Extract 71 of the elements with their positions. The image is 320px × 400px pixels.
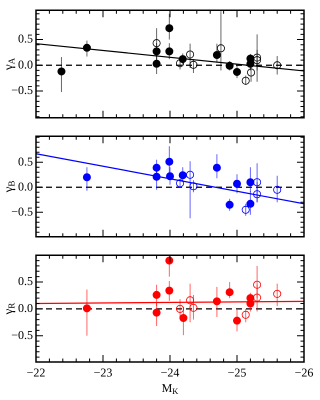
y-tick-label: 0.0 [18, 57, 33, 72]
x-tick-label: −26 [294, 365, 314, 380]
point [176, 304, 184, 313]
point [166, 172, 174, 180]
point [226, 288, 234, 296]
point [212, 297, 221, 306]
y-axis-title: γR [0, 302, 17, 316]
point [82, 304, 91, 312]
point [246, 200, 254, 208]
point [273, 186, 282, 194]
point [242, 310, 250, 319]
x-tick-label: −22 [26, 365, 46, 380]
y-tick-label: 0.0 [18, 179, 33, 194]
y-tick-label: −0.5 [11, 328, 33, 342]
x-tick-label: −25 [228, 365, 246, 380]
point [152, 39, 161, 48]
point [176, 59, 184, 68]
point [253, 294, 262, 302]
point [246, 300, 254, 308]
point [246, 178, 254, 186]
point [226, 62, 234, 70]
point [226, 200, 234, 209]
point [253, 190, 262, 198]
point [165, 158, 174, 166]
y-tick-label: 0.5 [18, 154, 33, 168]
point [233, 316, 241, 325]
point [165, 24, 174, 32]
point [186, 170, 194, 179]
point [186, 296, 194, 304]
point [216, 44, 225, 52]
point [152, 290, 161, 299]
point [152, 60, 161, 68]
y-axis-title: γB [0, 180, 17, 194]
point [189, 304, 198, 312]
y-tick-label: 0.5 [18, 32, 33, 46]
y-tick-label: 0.0 [18, 301, 33, 316]
point [176, 179, 184, 188]
point [152, 308, 161, 317]
point [189, 182, 198, 190]
point [152, 47, 161, 56]
point [233, 68, 241, 76]
y-tick-label: −0.5 [11, 204, 33, 218]
point [152, 164, 161, 172]
y-tick-label: −0.5 [11, 83, 33, 98]
point [178, 171, 187, 180]
point [57, 67, 66, 76]
y-tick-label: 0.5 [18, 274, 33, 288]
point [82, 173, 91, 182]
point [242, 76, 250, 85]
x-tick-label: −24 [160, 365, 180, 380]
y-axis-title: γA [0, 57, 17, 72]
point [253, 178, 262, 186]
point [253, 280, 262, 289]
point [179, 314, 188, 322]
point [247, 68, 256, 76]
point [178, 55, 187, 64]
point [82, 44, 91, 52]
point [165, 47, 174, 56]
point [186, 50, 194, 58]
point [165, 286, 174, 295]
point [273, 290, 282, 298]
x-tick-label: −23 [94, 365, 112, 380]
point [152, 172, 161, 181]
point [253, 54, 262, 62]
point [233, 180, 241, 188]
point [189, 60, 198, 69]
point [253, 56, 262, 64]
point [212, 164, 221, 172]
point [212, 50, 221, 59]
point [242, 206, 250, 214]
point [273, 61, 282, 70]
